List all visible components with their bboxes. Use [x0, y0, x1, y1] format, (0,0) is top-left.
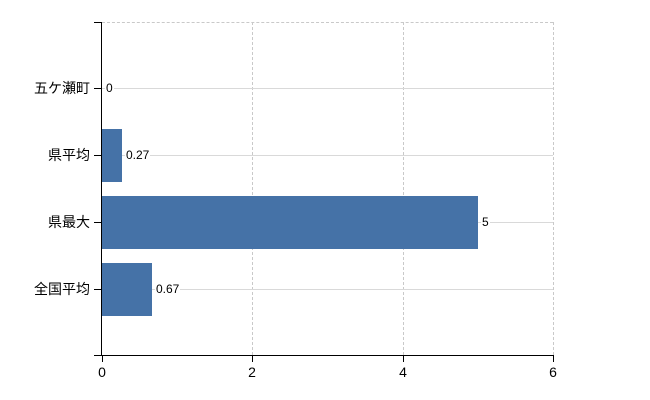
x-tick-label: 4 [399, 364, 407, 380]
category-gridline [102, 289, 553, 290]
x-axis-tick [102, 355, 103, 362]
x-gridline [403, 22, 404, 355]
value-label: 5 [481, 215, 490, 229]
category-label: 全国平均 [34, 281, 90, 297]
category-gridline [102, 155, 553, 156]
y-axis-tick [94, 88, 102, 89]
plot-top-border [102, 22, 553, 23]
y-axis-tick [94, 289, 102, 290]
y-axis-tick [94, 222, 102, 223]
y-axis-top-tick [94, 22, 102, 23]
x-axis-tick [252, 355, 253, 362]
category-label: 県最大 [48, 214, 90, 230]
bar[interactable] [102, 262, 152, 316]
x-tick-label: 6 [549, 364, 557, 380]
x-axis-tick [403, 355, 404, 362]
y-axis [101, 22, 102, 355]
y-axis-tick [94, 155, 102, 156]
category-label: 県平均 [48, 147, 90, 163]
value-label: 0 [105, 81, 114, 95]
x-tick-label: 2 [248, 364, 256, 380]
category-gridline [102, 88, 553, 89]
x-gridline [553, 22, 554, 355]
x-axis [94, 355, 553, 356]
category-label: 五ケ瀬町 [34, 80, 90, 96]
bar[interactable] [102, 128, 122, 182]
bar[interactable] [102, 195, 478, 249]
x-gridline [252, 22, 253, 355]
value-label: 0.67 [155, 282, 181, 296]
value-label: 0.27 [125, 148, 151, 162]
x-tick-label: 0 [98, 364, 106, 380]
x-axis-tick [553, 355, 554, 362]
